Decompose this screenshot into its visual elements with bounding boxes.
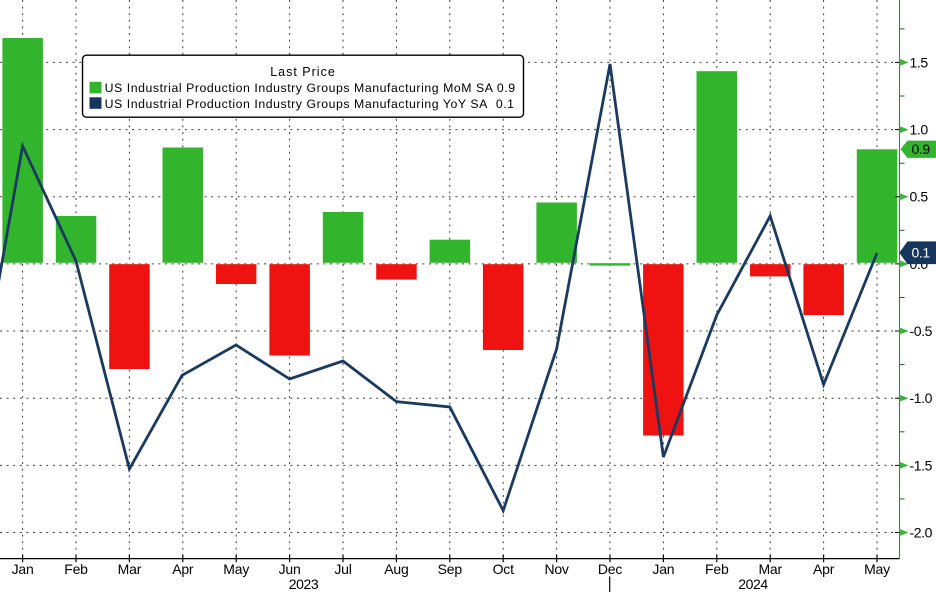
svg-text:-2.0: -2.0 [910,525,933,541]
svg-text:2024: 2024 [738,576,768,592]
svg-text:Nov: Nov [544,561,568,577]
svg-text:May: May [223,561,249,577]
svg-text:Jul: Jul [334,561,351,577]
svg-text:-1.5: -1.5 [910,457,933,473]
svg-text:0.1: 0.1 [912,245,931,261]
svg-text:2023: 2023 [289,576,319,592]
svg-text:Feb: Feb [64,561,88,577]
svg-text:May: May [864,561,890,577]
svg-text:1.5: 1.5 [910,54,929,70]
svg-text:Aug: Aug [384,561,408,577]
svg-text:-1.0: -1.0 [910,390,933,406]
svg-text:-0.5: -0.5 [910,323,933,339]
svg-text:Dec: Dec [598,561,622,577]
svg-text:0.5: 0.5 [910,189,929,205]
svg-text:Jan: Jan [12,561,34,577]
svg-text:Mar: Mar [758,561,782,577]
svg-text:1.0: 1.0 [910,122,929,138]
svg-text:US Industrial Production Indus: US Industrial Production Industry Groups… [105,81,516,95]
svg-text:Apr: Apr [172,561,194,577]
svg-text:Sep: Sep [438,561,463,577]
svg-text:Jun: Jun [279,561,301,577]
svg-text:Feb: Feb [705,561,729,577]
svg-text:Oct: Oct [493,561,514,577]
svg-text:Jan: Jan [652,561,674,577]
svg-text:Apr: Apr [813,561,835,577]
svg-text:Last Price: Last Price [270,65,336,79]
svg-text:0.9: 0.9 [912,141,931,157]
svg-text:US Industrial Production Indus: US Industrial Production Industry Groups… [105,97,515,111]
svg-text:Mar: Mar [118,561,142,577]
